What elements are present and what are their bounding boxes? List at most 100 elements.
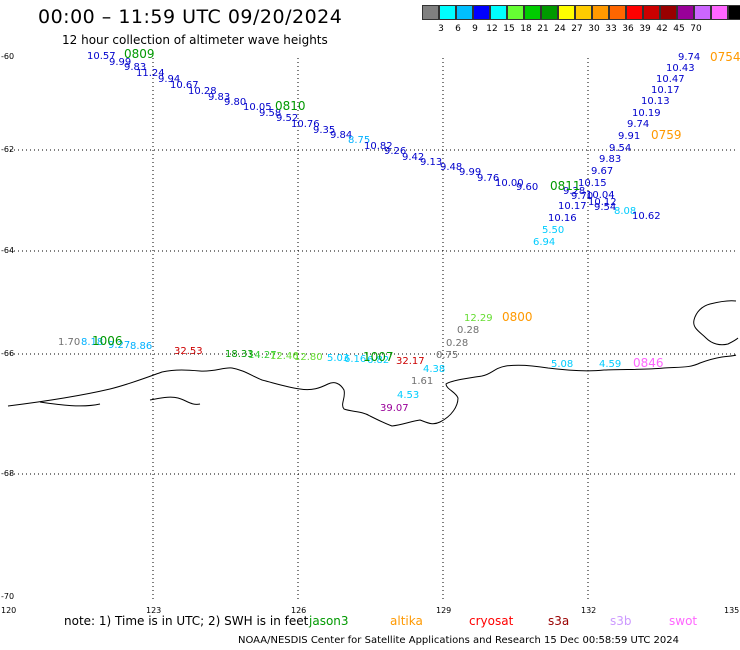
scale-swatch — [507, 5, 524, 20]
wave-height-value: 10.67 — [170, 80, 199, 91]
wave-height-value: 4.59 — [599, 359, 622, 370]
satellite-legend-item: s3a — [548, 614, 570, 628]
wave-height-value: 9.60 — [516, 182, 539, 193]
scale-label: 30 — [588, 24, 600, 34]
satellite-legend-item: s3b — [610, 614, 632, 628]
wave-height-value: 10.62 — [632, 211, 661, 222]
wave-height-value: 10.43 — [666, 63, 695, 74]
map-title: 00:00 – 11:59 UTC 09/20/2024 — [38, 6, 343, 28]
scale-label: 42 — [656, 24, 668, 34]
wave-height-value: 9.28 — [563, 186, 586, 197]
wave-height-value: 18.33 — [225, 349, 254, 360]
wave-height-value: 10.05 — [243, 102, 272, 113]
wave-height-value: 0.28 — [446, 338, 469, 349]
footer-credit: NOAA/NESDIS Center for Satellite Applica… — [238, 635, 680, 646]
wave-height-value: 10.04 — [586, 190, 615, 201]
scale-swatch — [541, 5, 558, 20]
pass-time-label: 0759 — [651, 128, 682, 142]
wave-height-value: 9.67 — [591, 166, 614, 177]
scale-label: 12 — [486, 24, 498, 34]
lon-label: 135 — [724, 606, 740, 615]
wave-height-value: 1.70 — [58, 337, 81, 348]
scale-swatch — [490, 5, 507, 20]
lon-label: 120 — [1, 606, 17, 615]
coastline-inlet — [149, 396, 201, 405]
wave-height-value: 10.00 — [495, 178, 524, 189]
scale-swatch — [609, 5, 626, 20]
satellite-legend-item: jason3 — [309, 614, 349, 628]
wave-height-value: 14.27 — [248, 350, 277, 361]
scale-label: 39 — [639, 24, 651, 34]
wave-height-value: 32.53 — [174, 346, 203, 357]
coastline-island — [693, 300, 739, 346]
scale-label: 24 — [554, 24, 566, 34]
wave-height-value: 10.13 — [641, 96, 670, 107]
wave-height-value: 9.54 — [594, 202, 617, 213]
pass-time-label: 0809 — [124, 47, 155, 61]
scale-label: 27 — [571, 24, 583, 34]
wave-height-value: 10.12 — [588, 197, 617, 208]
wave-height-value: 9.84 — [330, 130, 353, 141]
scale-label: 70 — [690, 24, 702, 34]
lon-label: 132 — [581, 606, 597, 615]
wave-height-value: 5.08 — [551, 359, 574, 370]
wave-height-value: 9.74 — [627, 119, 650, 130]
wave-height-value: 1.61 — [411, 376, 434, 387]
lat-label: -66 — [1, 349, 15, 358]
pass-time-label: 0811 — [550, 179, 581, 193]
scale-swatch — [592, 5, 609, 20]
wave-height-value: 6.82 — [367, 355, 390, 366]
scale-label: 15 — [503, 24, 515, 34]
scale-swatch — [660, 5, 677, 20]
scale-swatch — [677, 5, 694, 20]
satellite-legend-item: swot — [669, 614, 698, 628]
wave-height-value: 10.47 — [656, 74, 685, 85]
wave-height-value: 39.07 — [380, 403, 409, 414]
scale-swatch — [558, 5, 575, 20]
lat-label: -62 — [1, 145, 15, 154]
scale-label: 36 — [622, 24, 634, 34]
satellite-legend-item: cryosat — [469, 614, 514, 628]
wave-height-value: 0.28 — [457, 325, 480, 336]
wave-height-value: 10.17 — [651, 85, 680, 96]
wave-height-value: 5.50 — [542, 225, 565, 236]
scale-swatch — [439, 5, 456, 20]
wave-height-value: 8.75 — [348, 135, 371, 146]
scale-label: 18 — [520, 24, 532, 34]
scale-label: 6 — [455, 24, 461, 34]
lon-label: 126 — [291, 606, 307, 615]
wave-height-value: 10.57 — [87, 51, 116, 62]
wave-height-value: 10.16 — [548, 213, 577, 224]
wave-height-value: 10.15 — [578, 178, 607, 189]
wave-height-value: 9.27 — [108, 340, 131, 351]
scale-swatch — [575, 5, 592, 20]
wave-height-value: 9.83 — [208, 92, 231, 103]
map-note: note: 1) Time is in UTC; 2) SWH is in fe… — [64, 614, 309, 628]
wave-height-value: 11.24 — [136, 68, 165, 79]
wave-height-value: 9.94 — [158, 74, 181, 85]
scale-swatch — [473, 5, 490, 20]
wave-height-value: 9.83 — [124, 62, 147, 73]
scale-swatch — [456, 5, 473, 20]
lon-label: 123 — [146, 606, 162, 615]
graticule — [10, 58, 735, 601]
scale-swatch — [643, 5, 660, 20]
scale-swatch — [524, 5, 541, 20]
wave-height-value: 9.54 — [609, 143, 632, 154]
scale-swatch — [626, 5, 643, 20]
wave-height-value: 5.03 — [327, 353, 350, 364]
wave-height-value: 9.70 — [571, 191, 594, 202]
wave-height-value: 10.76 — [291, 119, 320, 130]
coastline-shelf — [39, 401, 101, 407]
lat-label: -70 — [1, 592, 15, 601]
wave-height-value: 9.58 — [259, 108, 282, 119]
map-subtitle: 12 hour collection of altimeter wave hei… — [62, 33, 328, 47]
wave-height-value: 9.83 — [599, 154, 622, 165]
scale-label: 45 — [673, 24, 685, 34]
lat-label: -60 — [1, 52, 15, 61]
satellite-legend-item: altika — [390, 614, 423, 628]
wave-height-value: 9.91 — [618, 131, 641, 142]
wave-height-value: 6.94 — [533, 237, 556, 248]
pass-time-label: 0754 — [710, 50, 740, 64]
